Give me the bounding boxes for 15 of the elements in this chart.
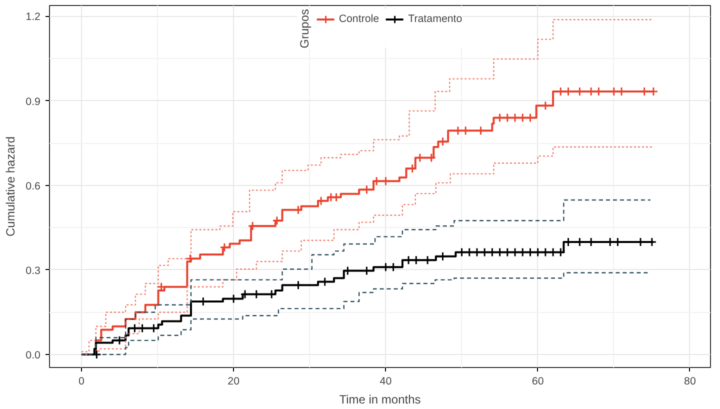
y-tick-label: 0.6 — [26, 180, 41, 192]
legend-label: Tratamento — [408, 13, 462, 25]
x-tick-label: 0 — [78, 376, 84, 388]
x-tick-label: 80 — [684, 376, 696, 388]
y-tick-label: 0.9 — [26, 96, 41, 108]
y-tick-label: 0.0 — [26, 350, 41, 362]
y-axis-title: Cumulative hazard — [4, 136, 18, 237]
y-tick-label: 0.3 — [26, 264, 41, 277]
x-tick-label: 20 — [228, 376, 240, 388]
x-axis-title: Time in months — [339, 392, 421, 406]
x-tick-label: 40 — [380, 376, 392, 388]
legend-label: Controle — [338, 13, 380, 25]
x-tick-label: 60 — [532, 376, 544, 388]
legend-title: Grupos — [296, 9, 311, 48]
y-tick-label: 1.2 — [26, 11, 41, 24]
